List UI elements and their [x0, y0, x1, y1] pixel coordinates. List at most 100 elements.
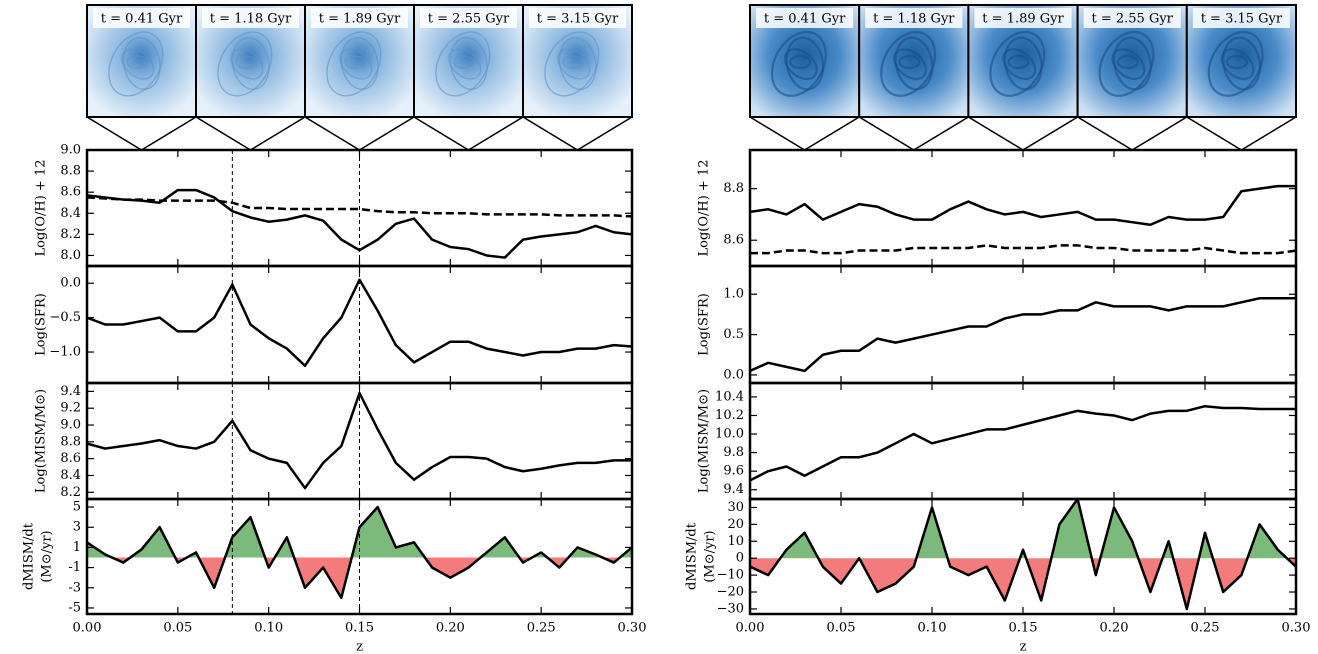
y-tick-label: 30 [727, 500, 744, 515]
y-tick-label: 5 [73, 500, 81, 515]
snapshot-label-bg [1083, 8, 1181, 28]
connector [749, 116, 860, 151]
connector [1077, 116, 1188, 151]
x-tick-label: 0.05 [163, 621, 192, 636]
y-axis-label: Log(O/H) + 12 [34, 160, 49, 257]
snapshot-label-bg [202, 8, 299, 28]
line [750, 184, 1296, 227]
y-tick-label: 9.4 [723, 482, 744, 497]
spiral-arm [1225, 54, 1249, 70]
y-tick-label: −10 [717, 568, 744, 583]
y-tick-label: 8.4 [60, 468, 81, 483]
connector [858, 116, 969, 151]
y-tick-label: 8.6 [60, 451, 81, 466]
y-tick-label: 8.6 [60, 185, 81, 200]
x-tick-label: 0.20 [1100, 621, 1129, 636]
y-axis-label: (M⊙/yr) [40, 530, 55, 582]
y-tick-label: −0.5 [49, 310, 81, 325]
y-tick-label: 8.2 [60, 227, 81, 242]
snapshot-label: t = 3.15 Gyr [537, 12, 619, 27]
x-tick-label: 0.15 [1009, 621, 1038, 636]
snapshot-label: t = 1.89 Gyr [982, 12, 1064, 27]
snapshot-label: t = 3.15 Gyr [1201, 12, 1283, 27]
spiral-arm [898, 54, 921, 70]
spiral-arm [1007, 54, 1030, 70]
snapshot-label-bg [974, 8, 1072, 28]
connector [1186, 116, 1297, 151]
y-tick-label: 9.0 [60, 418, 81, 433]
y-tick-label: 1.0 [723, 287, 744, 302]
y-tick-label: 0.0 [60, 276, 81, 291]
y-tick-label: −1.0 [49, 345, 81, 360]
spiral-arm [1098, 31, 1155, 97]
y-tick-label: 8.8 [60, 164, 81, 179]
x-tick-label: 0.25 [527, 621, 556, 636]
connector [304, 116, 415, 151]
y-tick-label: -5 [68, 600, 81, 615]
y-tick-label: 8.4 [60, 206, 81, 221]
connector [86, 116, 197, 151]
y-axis-label: (M⊙/yr) [703, 530, 718, 582]
y-axis-label: Log(MISM/M⊙) [697, 389, 712, 493]
spiral-arm [108, 31, 164, 97]
y-tick-label: 8.2 [60, 485, 81, 500]
connector [195, 116, 306, 151]
spiral-arm [1207, 31, 1264, 97]
snapshot-label-bg [93, 8, 190, 28]
y-tick-label: 9.4 [60, 384, 81, 399]
y-tick-label: 10.4 [715, 389, 744, 404]
y-tick-label: -1 [68, 560, 81, 575]
spiral-arm [1116, 54, 1139, 70]
spiral-arm [326, 31, 382, 97]
y-tick-label: 0 [736, 551, 744, 566]
area-below [750, 558, 1296, 609]
spiral-arm [989, 31, 1046, 97]
y-tick-label: −30 [717, 601, 744, 616]
x-axis-label: z [356, 640, 363, 654]
plot-area [750, 184, 1296, 255]
snapshot-label-bg [865, 8, 963, 28]
panel-frame [748, 381, 1298, 501]
spiral-arm [544, 31, 600, 97]
x-tick-label: 0.10 [254, 621, 283, 636]
y-tick-label: 8.0 [60, 248, 81, 263]
y-tick-label: 9.8 [723, 445, 744, 460]
y-axis-label: dMISM/dt [22, 522, 37, 590]
x-tick-label: 0.15 [345, 621, 374, 636]
y-tick-label: 1 [73, 540, 81, 555]
y-tick-label: 8.8 [60, 434, 81, 449]
y-axis-label: Log(SFR) [697, 293, 712, 356]
snapshot-label: t = 2.55 Gyr [1091, 12, 1173, 27]
y-axis-label: Log(SFR) [34, 293, 49, 356]
x-axis-label: z [1020, 640, 1027, 654]
x-tick-label: 0.25 [1191, 621, 1220, 636]
y-tick-label: 9.0 [60, 143, 81, 158]
snapshot-label: t = 1.18 Gyr [873, 12, 955, 27]
line [750, 297, 1296, 373]
y-tick-label: 8.8 [723, 181, 744, 196]
connector [522, 116, 633, 151]
plot-area [750, 499, 1296, 611]
line [750, 404, 1296, 482]
spiral-arm [562, 55, 584, 69]
y-axis-label: Log(O/H) + 12 [697, 160, 712, 257]
y-tick-label: 3 [73, 520, 81, 535]
snapshot-label-bg [1192, 8, 1290, 28]
line [750, 499, 1296, 611]
snapshot-label-bg [311, 8, 408, 28]
spiral-arm [770, 31, 827, 97]
x-tick-label: 0.20 [436, 621, 465, 636]
spiral-arm [344, 55, 366, 69]
x-tick-label: 0.05 [827, 621, 856, 636]
spiral-arm [217, 31, 273, 97]
plot-area [750, 297, 1296, 373]
y-tick-label: 0.0 [723, 367, 744, 382]
y-tick-label: 9.6 [723, 464, 744, 479]
plot-area [750, 404, 1296, 482]
y-tick-label: 10.2 [715, 408, 744, 423]
x-tick-label: 0.00 [736, 621, 765, 636]
panel-frame [748, 264, 1298, 385]
x-tick-label: 0.30 [1282, 621, 1311, 636]
snapshot-label-bg [420, 8, 517, 28]
